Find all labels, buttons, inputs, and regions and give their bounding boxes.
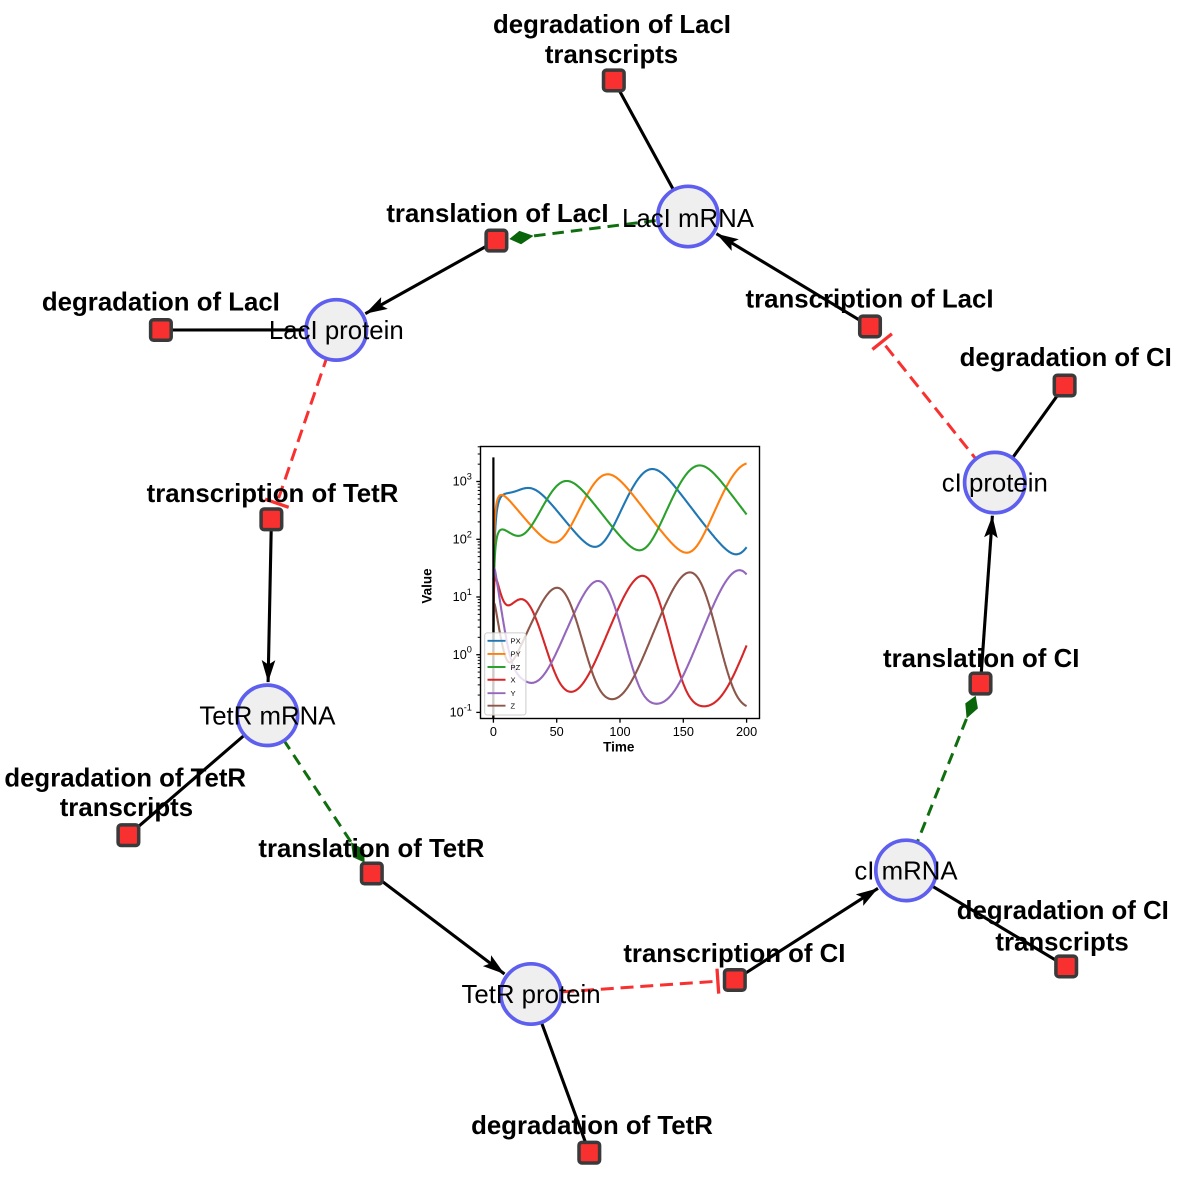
svg-text:degradation of CI: degradation of CI [957, 897, 1169, 925]
svg-text:degradation of CI: degradation of CI [960, 344, 1172, 372]
svg-text:TetR protein: TetR protein [461, 981, 600, 1009]
svg-text:degradation of TetR: degradation of TetR [471, 1112, 713, 1140]
svg-text:transcripts: transcripts [545, 41, 678, 69]
svg-text:200: 200 [736, 725, 757, 739]
svg-text:degradation of TetR: degradation of TetR [4, 764, 246, 792]
svg-text:translation of LacI: translation of LacI [386, 200, 608, 228]
svg-text:PZ: PZ [511, 663, 521, 672]
svg-text:PX: PX [511, 637, 521, 646]
svg-text:X: X [511, 676, 516, 685]
svg-text:transcripts: transcripts [995, 929, 1128, 957]
svg-text:translation of CI: translation of CI [883, 645, 1079, 673]
svg-text:LacI mRNA: LacI mRNA [622, 205, 755, 233]
svg-text:50: 50 [550, 725, 564, 739]
svg-text:cI mRNA: cI mRNA [854, 857, 958, 885]
svg-text:PY: PY [511, 650, 521, 659]
svg-text:Value: Value [420, 568, 435, 604]
svg-text:transcripts: transcripts [60, 794, 193, 822]
svg-text:degradation of LacI: degradation of LacI [42, 289, 280, 317]
svg-text:transcription of LacI: transcription of LacI [746, 286, 994, 314]
svg-text:degradation of LacI: degradation of LacI [493, 11, 731, 39]
svg-text:0: 0 [490, 725, 497, 739]
svg-text:translation of TetR: translation of TetR [258, 835, 484, 863]
svg-text:transcription of CI: transcription of CI [623, 940, 845, 968]
svg-text:LacI protein: LacI protein [269, 317, 404, 345]
svg-text:100: 100 [609, 725, 630, 739]
svg-text:cI protein: cI protein [942, 470, 1048, 498]
svg-text:TetR mRNA: TetR mRNA [199, 702, 336, 730]
svg-text:Y: Y [511, 689, 516, 698]
svg-text:transcription of TetR: transcription of TetR [147, 480, 399, 508]
svg-text:150: 150 [673, 725, 694, 739]
svg-text:Z: Z [511, 702, 516, 711]
svg-text:Time: Time [603, 739, 635, 754]
